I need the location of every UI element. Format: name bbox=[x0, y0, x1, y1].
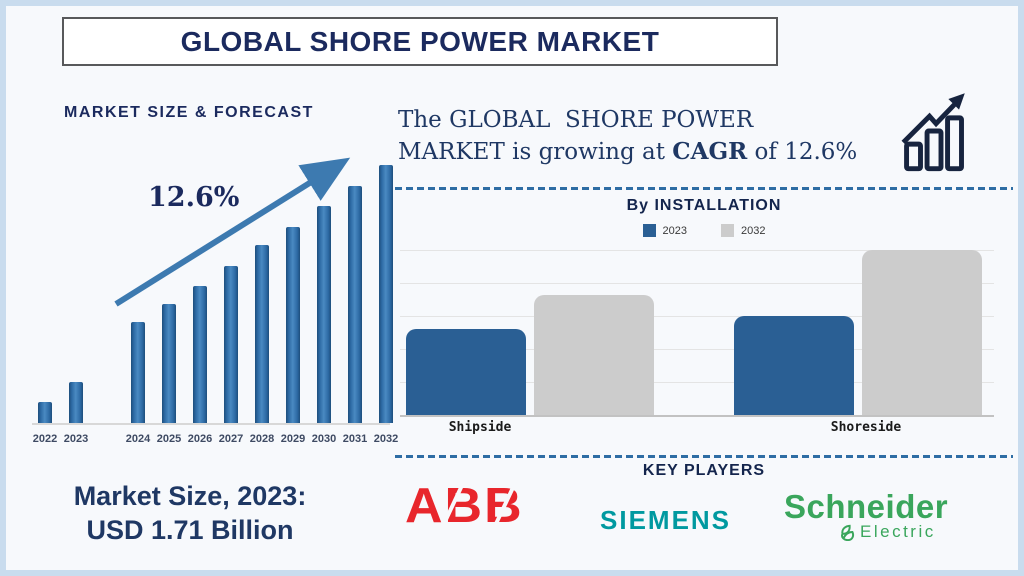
legend-label-2032: 2032 bbox=[741, 224, 766, 237]
installation-heading: By INSTALLATION bbox=[626, 197, 782, 214]
installation-bar-shipside-2023 bbox=[406, 329, 526, 415]
forecast-x-tick-2030: 2030 bbox=[311, 433, 337, 445]
forecast-bar-2031 bbox=[348, 186, 362, 423]
market-size-line1: Market Size, 2023: bbox=[73, 481, 307, 511]
trend-arrow bbox=[114, 157, 351, 307]
forecast-bar-2026 bbox=[193, 286, 207, 423]
forecast-bar-2024 bbox=[131, 322, 145, 423]
installation-gridline bbox=[400, 316, 994, 317]
market-size-line2: USD 1.71 Billion bbox=[86, 514, 294, 545]
growth-statement: The GLOBAL SHORE POWER MARKET is growing… bbox=[398, 104, 878, 168]
forecast-bar-2025 bbox=[162, 304, 176, 423]
installation-bar-shoreside-2023 bbox=[734, 316, 854, 415]
forecast-bar-2023 bbox=[69, 382, 83, 423]
installation-bar-shoreside-2032 bbox=[862, 250, 982, 415]
legend-label-2023: 2023 bbox=[662, 224, 687, 237]
forecast-bar-chart: 2022 2023 2024 2025 2026 2027 2028 2029 2030 2031… bbox=[28, 165, 398, 465]
forecast-x-tick-2024: 2024 bbox=[125, 433, 151, 445]
installation-gridline bbox=[400, 382, 994, 383]
page-title: GLOBAL SHORE POWER MARKET bbox=[180, 25, 660, 57]
forecast-x-tick-2022: 2022 bbox=[32, 433, 58, 445]
dashed-separator-top bbox=[395, 187, 1013, 190]
abb-logo: ABB bbox=[405, 478, 524, 536]
installation-legend: 2023 2032 bbox=[395, 224, 1013, 237]
forecast-x-tick-2031: 2031 bbox=[342, 433, 368, 445]
installation-baseline bbox=[400, 415, 994, 417]
forecast-x-tick-2029: 2029 bbox=[280, 433, 306, 445]
schneider-electric-logo: Schneider Electric bbox=[784, 488, 948, 542]
forecast-heading: MARKET SIZE & FORECAST bbox=[64, 104, 314, 121]
key-players-heading: KEY PLAYERS bbox=[642, 462, 766, 479]
forecast-bar-2028 bbox=[255, 245, 269, 423]
installation-gridline bbox=[400, 283, 994, 284]
market-size-callout: Market Size, 2023: USD 1.71 Billion bbox=[30, 480, 350, 548]
forecast-bar-2022 bbox=[38, 402, 52, 423]
forecast-cagr-label: 12.6% bbox=[148, 182, 240, 213]
schneider-logo-line1: Schneider bbox=[784, 488, 949, 525]
forecast-x-tick-2023: 2023 bbox=[63, 433, 89, 445]
legend-swatch-2032 bbox=[721, 224, 734, 237]
siemens-logo: SIEMENS bbox=[600, 505, 731, 536]
forecast-x-tick-2025: 2025 bbox=[156, 433, 182, 445]
forecast-x-tick-2027: 2027 bbox=[218, 433, 244, 445]
schneider-logo-line2: Electric bbox=[860, 522, 936, 541]
legend-swatch-2023 bbox=[642, 224, 656, 237]
growth-statement-line1: The GLOBAL SHORE POWER bbox=[398, 107, 754, 133]
installation-category-shoreside: Shoreside bbox=[830, 420, 902, 435]
forecast-x-tick-2028: 2028 bbox=[249, 433, 275, 445]
forecast-x-tick-2032: 2032 bbox=[373, 433, 399, 445]
forecast-bar-2032 bbox=[379, 165, 393, 423]
cagr-bold: CAGR bbox=[672, 138, 748, 166]
installation-category-shipside: Shipside bbox=[448, 420, 512, 435]
legend-item-2032: 2032 bbox=[721, 224, 765, 237]
forecast-x-axis bbox=[32, 423, 390, 425]
installation-bar-chart: Shipside Shoreside bbox=[400, 250, 994, 435]
installation-bar-shipside-2032 bbox=[534, 295, 654, 415]
schneider-leaf-icon bbox=[841, 524, 855, 541]
dashed-separator-bottom bbox=[395, 455, 1013, 458]
growth-chart-icon bbox=[901, 93, 965, 172]
title-box: GLOBAL SHORE POWER MARKET bbox=[62, 17, 778, 66]
installation-gridline bbox=[400, 250, 994, 251]
forecast-bar-2030 bbox=[317, 206, 331, 423]
growth-statement-line2b: of 12.6% bbox=[747, 139, 858, 166]
forecast-bar-2027 bbox=[224, 266, 238, 423]
siemens-logo-text: SIEMENS bbox=[600, 505, 732, 535]
growth-statement-line2a: MARKET is growing at bbox=[398, 139, 673, 166]
legend-item-2023: 2023 bbox=[642, 224, 687, 237]
installation-gridline bbox=[400, 349, 994, 350]
forecast-bar-2029 bbox=[286, 227, 300, 423]
forecast-x-tick-2026: 2026 bbox=[187, 433, 213, 445]
